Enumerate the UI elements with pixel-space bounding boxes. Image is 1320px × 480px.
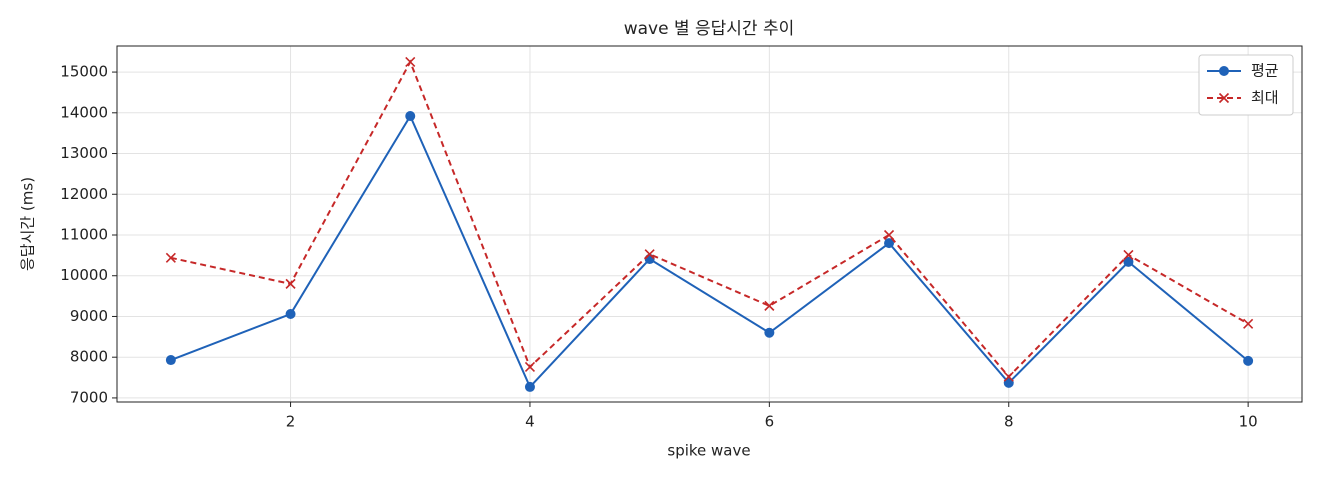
marker bbox=[165, 355, 176, 366]
x-axis-label: spike wave bbox=[667, 442, 750, 460]
legend-label: 최대 bbox=[1251, 89, 1279, 107]
x-tick-label: 10 bbox=[1239, 413, 1258, 431]
legend-box bbox=[1198, 54, 1294, 116]
marker bbox=[405, 56, 416, 67]
marker bbox=[524, 361, 536, 373]
y-tick-label: 8000 bbox=[70, 348, 108, 366]
marker bbox=[1243, 355, 1254, 366]
marker bbox=[764, 300, 775, 311]
marker bbox=[524, 381, 535, 392]
marker bbox=[764, 327, 775, 338]
marker bbox=[1243, 318, 1254, 329]
series-line bbox=[170, 113, 1249, 389]
marker bbox=[884, 238, 895, 249]
marker bbox=[1219, 66, 1229, 76]
y-tick-label: 13000 bbox=[60, 144, 108, 162]
marker bbox=[644, 249, 655, 260]
marker bbox=[285, 278, 296, 289]
plot-frame bbox=[116, 45, 1303, 403]
marker bbox=[165, 252, 176, 263]
y-tick-label: 11000 bbox=[60, 225, 108, 243]
chart-title: wave 별 응답시간 추이 bbox=[624, 19, 795, 39]
y-tick-label: 14000 bbox=[60, 103, 108, 121]
marker bbox=[405, 111, 416, 122]
x-tick-label: 8 bbox=[1004, 413, 1014, 431]
series-line bbox=[170, 59, 1249, 379]
grid bbox=[117, 46, 1302, 402]
x-tick-label: 6 bbox=[765, 413, 775, 431]
marker bbox=[883, 229, 895, 241]
marker bbox=[1123, 256, 1134, 267]
marker bbox=[1003, 371, 1014, 382]
marker bbox=[285, 309, 296, 320]
y-axis-label: 응답시간 (ms) bbox=[19, 177, 37, 271]
y-tick-label: 15000 bbox=[60, 63, 108, 81]
y-tick-label: 12000 bbox=[60, 185, 108, 203]
y-tick-label: 10000 bbox=[60, 266, 108, 284]
x-tick-label: 4 bbox=[525, 413, 535, 431]
marker bbox=[1218, 92, 1230, 104]
x-tick-label: 2 bbox=[286, 413, 296, 431]
marker bbox=[1123, 249, 1134, 261]
y-tick-label: 7000 bbox=[70, 388, 108, 406]
y-tick-label: 9000 bbox=[70, 307, 108, 325]
legend-label: 평균 bbox=[1251, 62, 1279, 80]
